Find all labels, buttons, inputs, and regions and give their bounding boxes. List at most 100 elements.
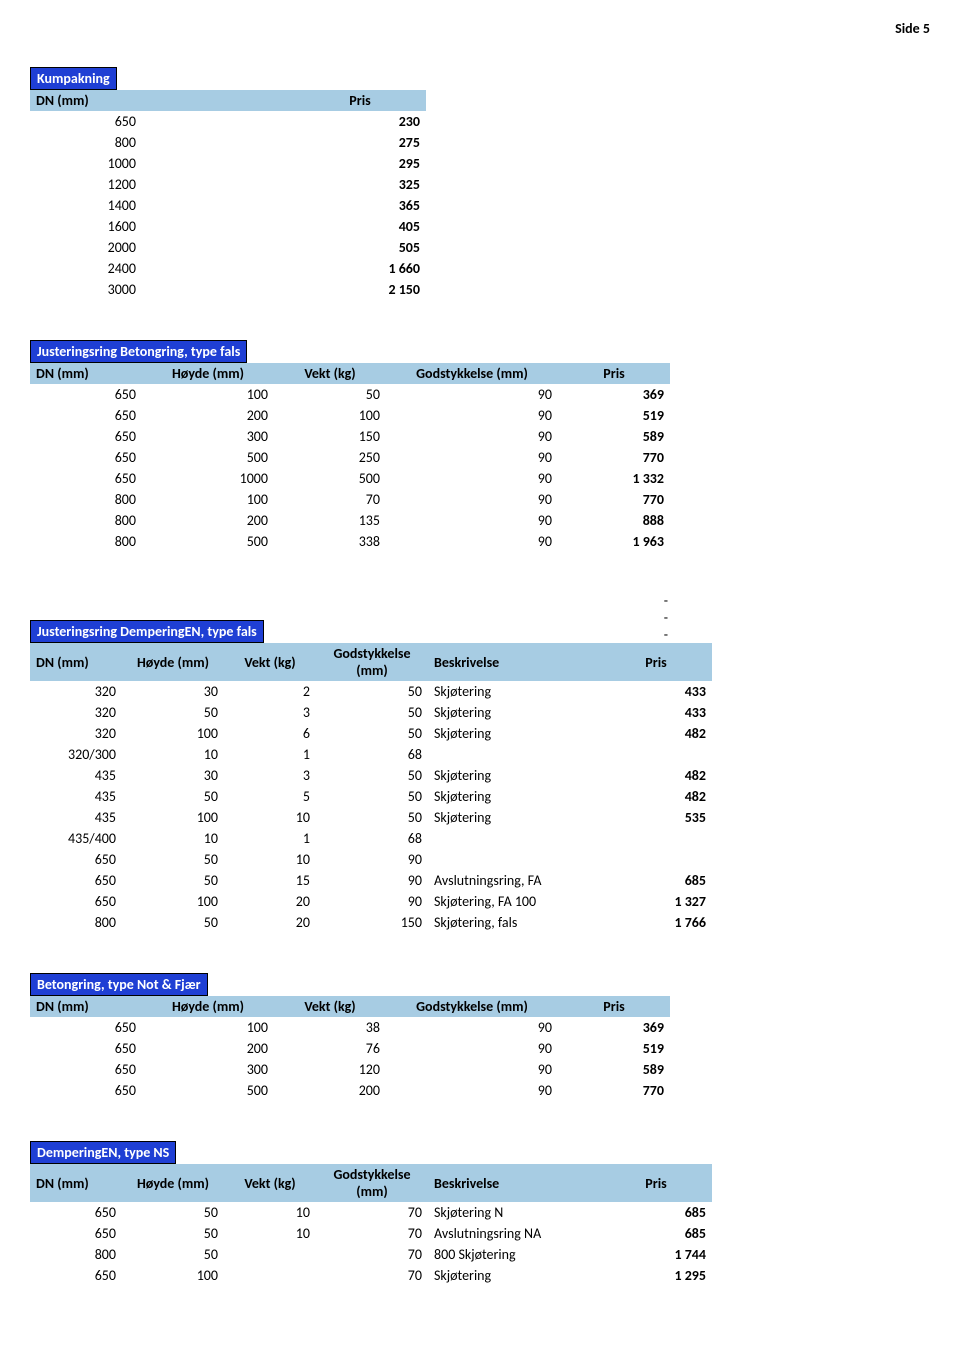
cell-spacer: [142, 132, 294, 153]
col-hoyde: Høyde (mm): [142, 363, 274, 384]
cell-dn: 800: [30, 1244, 122, 1265]
col-dn: DN (mm): [30, 643, 122, 681]
title-betongring-notfjaer: Betongring, type Not & Fjær: [30, 973, 208, 996]
cell-dn: 650: [30, 1059, 142, 1080]
cell-spacer: [142, 195, 294, 216]
cell-hoyde: 100: [142, 489, 274, 510]
table-row: 6501002090Skjøtering, FA 1001 327: [30, 891, 712, 912]
cell-gods: 50: [316, 807, 428, 828]
cell-gods: 90: [386, 405, 558, 426]
cell-dn: 435: [30, 786, 122, 807]
cell-vekt: 15: [224, 870, 316, 891]
cell-dn: 650: [30, 384, 142, 405]
section-demperingen-ns: DemperingEN, type NS DN (mm) Høyde (mm) …: [30, 1141, 930, 1286]
cell-spacer: [142, 174, 294, 195]
cell-beskrivelse: Skjøtering: [428, 681, 600, 702]
cell-vekt: 20: [224, 912, 316, 933]
cell-hoyde: 200: [142, 1038, 274, 1059]
table-row: 43550550Skjøtering482: [30, 786, 712, 807]
cell-pris: 482: [600, 765, 712, 786]
cell-dn: 800: [30, 912, 122, 933]
cell-dn: 320/300: [30, 744, 122, 765]
col-pris: Pris: [600, 643, 712, 681]
cell-gods: 90: [386, 1080, 558, 1101]
cell-hoyde: 10: [122, 828, 224, 849]
cell-hoyde: 100: [142, 1017, 274, 1038]
cell-vekt: 10: [224, 807, 316, 828]
cell-pris: 1 332: [558, 468, 670, 489]
table-row: 65010070Skjøtering1 295: [30, 1265, 712, 1286]
col-pris: Pris: [294, 90, 426, 111]
cell-hoyde: 50: [122, 702, 224, 723]
cell-spacer: [142, 258, 294, 279]
cell-pris: 369: [558, 384, 670, 405]
cell-dn: 650: [30, 1017, 142, 1038]
cell-vekt: 150: [274, 426, 386, 447]
table-row: 320100650Skjøtering482: [30, 723, 712, 744]
cell-gods: 68: [316, 828, 428, 849]
cell-beskrivelse: Skjøtering, fals: [428, 912, 600, 933]
cell-dn: 435: [30, 765, 122, 786]
cell-dn: 320: [30, 702, 122, 723]
cell-dn: 650: [30, 849, 122, 870]
cell-dn: 2000: [30, 237, 142, 258]
cell-dn: 1200: [30, 174, 142, 195]
cell-gods: 90: [316, 849, 428, 870]
cell-hoyde: 200: [142, 405, 274, 426]
cell-gods: 90: [386, 1059, 558, 1080]
cell-dn: 650: [30, 1038, 142, 1059]
col-vekt: Vekt (kg): [274, 363, 386, 384]
cell-pris: 433: [600, 681, 712, 702]
cell-spacer: [142, 237, 294, 258]
table-justeringsring-betongring: DN (mm) Høyde (mm) Vekt (kg) Godstykkels…: [30, 363, 670, 552]
cell-dn: 650: [30, 1202, 122, 1223]
cell-hoyde: 100: [142, 384, 274, 405]
col-dn: DN (mm): [30, 90, 142, 111]
cell-pris: 535: [600, 807, 712, 828]
cell-vekt: 10: [224, 1202, 316, 1223]
cell-beskrivelse: Skjøtering, FA 100: [428, 891, 600, 912]
cell-vekt: 70: [274, 489, 386, 510]
table-row: 8005070800 Skjøtering1 744: [30, 1244, 712, 1265]
table-row: 6502007690519: [30, 1038, 670, 1059]
cell-hoyde: 50: [122, 1202, 224, 1223]
cell-pris: 433: [600, 702, 712, 723]
table-row: 1600405: [30, 216, 426, 237]
cell-vekt: 5: [224, 786, 316, 807]
cell-pris: 685: [600, 1202, 712, 1223]
cell-pris: 482: [600, 786, 712, 807]
cell-dn: 1600: [30, 216, 142, 237]
cell-pris: 295: [294, 153, 426, 174]
cell-beskrivelse: Skjøtering: [428, 723, 600, 744]
cell-hoyde: 200: [142, 510, 274, 531]
cell-pris: 1 660: [294, 258, 426, 279]
col-hoyde: Høyde (mm): [122, 643, 224, 681]
title-demperingen-ns: DemperingEN, type NS: [30, 1141, 176, 1164]
cell-pris: 685: [600, 870, 712, 891]
table-row: 65030012090589: [30, 1059, 670, 1080]
cell-pris: 1 744: [600, 1244, 712, 1265]
table-row: 1400 365: [30, 195, 426, 216]
cell-dn: 650: [30, 870, 122, 891]
table-row: 320/30010168: [30, 744, 712, 765]
cell-beskrivelse: [428, 828, 600, 849]
table-row: 6501000500901 332: [30, 468, 670, 489]
cell-pris: 365: [294, 195, 426, 216]
cell-gods: 90: [386, 489, 558, 510]
cell-gods: 50: [316, 786, 428, 807]
cell-dn: 435/400: [30, 828, 122, 849]
cell-pris: 2 150: [294, 279, 426, 300]
cell-dn: 800: [30, 531, 142, 552]
col-dn: DN (mm): [30, 1164, 122, 1202]
cell-hoyde: 500: [142, 447, 274, 468]
cell-pris: 888: [558, 510, 670, 531]
cell-dn: 320: [30, 723, 122, 744]
cell-gods: 90: [316, 891, 428, 912]
cell-dn: 1400: [30, 195, 142, 216]
title-justeringsring-demperingen: Justeringsring DemperingEN, type fals: [30, 620, 264, 643]
cell-hoyde: 300: [142, 1059, 274, 1080]
cell-vekt: 338: [274, 531, 386, 552]
title-kumpakning: Kumpakning: [30, 67, 117, 90]
cell-gods: 70: [316, 1244, 428, 1265]
table-row: 6501005090369: [30, 384, 670, 405]
